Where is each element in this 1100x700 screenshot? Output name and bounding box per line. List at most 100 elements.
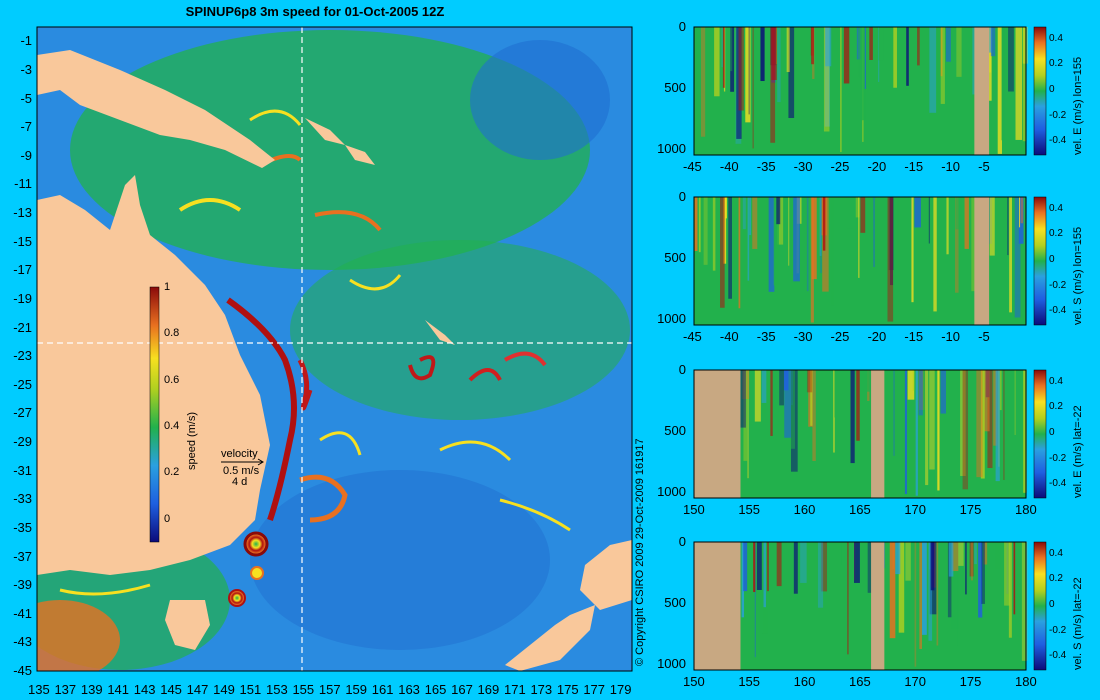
section-x-tick: -5 xyxy=(978,159,990,174)
velocity-streak xyxy=(1018,197,1024,244)
velocity-streak xyxy=(915,370,918,496)
velocity-streak xyxy=(929,370,935,470)
map-y-tick: -9 xyxy=(20,147,32,163)
velocity-streak xyxy=(923,370,925,470)
velocity-streak xyxy=(830,197,834,306)
section-panels xyxy=(693,26,1047,671)
velocity-streak xyxy=(743,542,748,592)
section-land xyxy=(974,197,990,325)
velocity-streak xyxy=(720,197,725,308)
velocity-streak xyxy=(928,197,930,244)
section-land xyxy=(871,370,885,498)
map-y-tick: -3 xyxy=(20,61,32,77)
section-land xyxy=(871,542,885,670)
velocity-streak xyxy=(896,197,899,245)
speed-colorbar-tick: 1 xyxy=(164,281,171,293)
velocity-streak xyxy=(858,27,860,78)
section-colorbar xyxy=(1033,196,1047,326)
velocity-streak xyxy=(850,370,855,464)
section-colorbar-tick: 0.4 xyxy=(1049,375,1063,387)
velocity-streak xyxy=(811,197,817,280)
velocity-streak xyxy=(722,27,725,88)
velocity-streak xyxy=(721,27,723,68)
speed-colorbar-tick: 0.8 xyxy=(164,327,180,340)
velocity-streak xyxy=(936,370,940,491)
section-colorbar xyxy=(1033,541,1047,671)
land-tasmania xyxy=(165,600,210,650)
velocity-streak xyxy=(987,370,993,469)
velocity-streak xyxy=(914,542,917,667)
section-x-tick: 155 xyxy=(738,674,761,689)
velocity-streak xyxy=(990,27,996,57)
section-x-tick: 180 xyxy=(1015,502,1037,517)
velocity-streak xyxy=(840,27,842,153)
velocity-streak xyxy=(976,370,983,478)
velocity-streak xyxy=(822,197,829,292)
velocity-streak xyxy=(834,370,839,418)
velocity-streak xyxy=(1022,27,1028,64)
velocity-streak xyxy=(887,197,894,322)
velocity-streak xyxy=(889,197,894,286)
map-x-tick: 163 xyxy=(398,682,420,697)
section-colorbar-tick: 0.2 xyxy=(1049,228,1063,240)
velocity-streak xyxy=(745,27,751,123)
map-y-tick: -25 xyxy=(13,376,32,392)
velocity-streak xyxy=(951,542,959,572)
velocity-streak xyxy=(995,370,1000,482)
velocity-streak xyxy=(928,542,933,641)
velocity-streak xyxy=(846,197,854,229)
velocity-key-value: 0.5 m/s xyxy=(223,465,260,477)
section-x-tick: -20 xyxy=(867,329,887,344)
section-x-tick: 155 xyxy=(738,502,761,517)
section-colorbar-tick: -0.4 xyxy=(1049,478,1067,490)
velocity-streak xyxy=(1004,542,1010,606)
velocity-streak xyxy=(947,542,952,618)
map-y-tick: -37 xyxy=(13,548,32,564)
section-x-tick: -15 xyxy=(904,329,924,344)
velocity-streak xyxy=(817,542,824,608)
velocity-streak xyxy=(981,542,985,604)
velocity-streak xyxy=(749,197,752,236)
map-x-tick: 157 xyxy=(318,682,341,697)
velocity-streak xyxy=(1015,27,1023,140)
velocity-streak xyxy=(970,542,974,581)
velocity-streak xyxy=(940,370,947,414)
section-colorbar-tick: -0.2 xyxy=(1049,452,1067,464)
velocity-streak xyxy=(960,370,966,476)
section-x-tick: 175 xyxy=(959,674,982,689)
velocity-streak xyxy=(974,542,977,565)
velocity-streak xyxy=(893,370,895,456)
land-solomon-2 xyxy=(345,145,375,165)
velocity-streak xyxy=(821,542,828,592)
section-x-tick: -40 xyxy=(719,329,739,344)
velocity-streak xyxy=(753,542,756,593)
section-colorbar-tick: 0 xyxy=(1049,84,1055,95)
velocity-streak xyxy=(788,197,790,266)
map-y-tick: -15 xyxy=(13,233,32,249)
speed-colorbar xyxy=(149,286,160,543)
section-y-tick: 0 xyxy=(678,534,686,549)
section-ylabel: vel. S (m/s) lat=-22 xyxy=(1072,577,1084,670)
section-land xyxy=(694,370,741,498)
velocity-streak xyxy=(971,197,977,292)
velocity-streak xyxy=(930,542,935,591)
velocity-streak xyxy=(922,542,927,635)
map-y-tick: -21 xyxy=(13,319,32,335)
map-x-tick: 175 xyxy=(556,682,579,697)
map-y-tick: -13 xyxy=(13,205,32,221)
velocity-streak xyxy=(904,370,908,495)
speed-colorbar-label: speed (m/s) xyxy=(186,411,198,470)
section-panel-4 xyxy=(693,541,1047,671)
section-x-tick: 180 xyxy=(1015,674,1037,689)
velocity-key-duration: 4 d xyxy=(232,476,248,488)
section-ylabel: vel. E (m/s) lon=155 xyxy=(1072,56,1084,155)
map-x-tick: 173 xyxy=(530,682,553,697)
map-y-tick: -29 xyxy=(13,434,32,450)
section-colorbar xyxy=(1033,369,1047,499)
velocity-streak xyxy=(929,27,937,113)
velocity-streak xyxy=(918,370,923,416)
map-x-tick: 147 xyxy=(186,682,209,697)
velocity-streak xyxy=(1020,197,1024,224)
velocity-streak xyxy=(983,370,990,432)
